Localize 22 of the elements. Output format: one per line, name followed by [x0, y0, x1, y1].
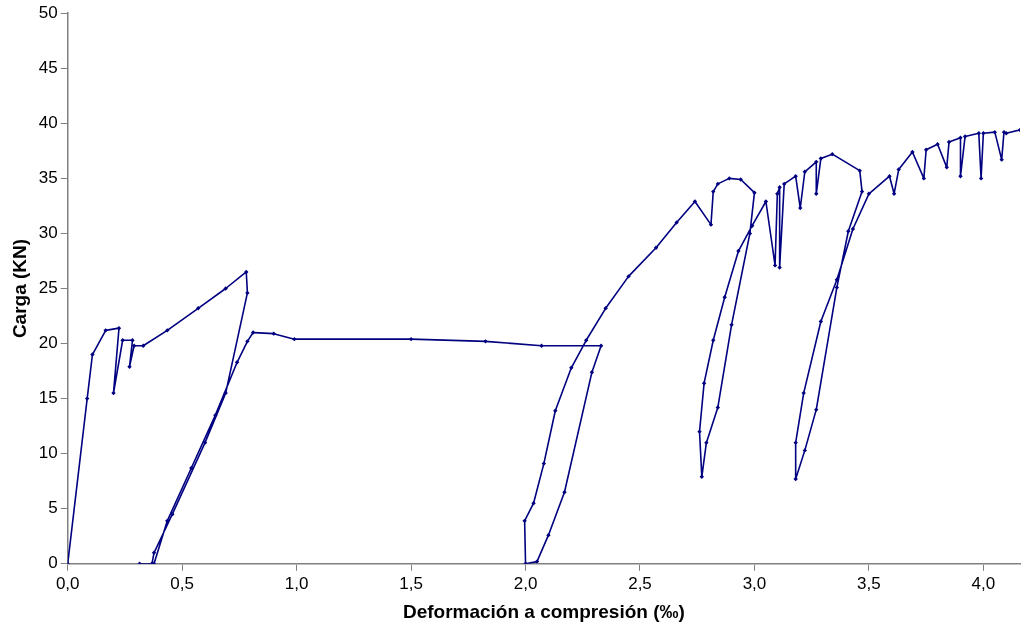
y-tick-label: 15 — [38, 388, 58, 408]
x-tick-label: 3,5 — [857, 573, 881, 593]
y-tick-label: 40 — [38, 113, 58, 133]
y-tick-label: 45 — [38, 57, 58, 77]
y-tick-label: 30 — [38, 223, 58, 243]
y-tick-label: 5 — [48, 498, 58, 518]
x-tick-label: 2,5 — [628, 573, 652, 593]
y-axis-title: Carga (KN) — [8, 238, 30, 339]
x-tick-label: 4,0 — [971, 573, 996, 593]
y-tick-label: 10 — [38, 443, 58, 463]
x-tick-label: 1,5 — [399, 573, 423, 593]
y-tick-label: 20 — [38, 333, 58, 353]
x-tick-label: 0,5 — [170, 573, 194, 593]
y-tick-label: 0 — [48, 553, 58, 573]
y-tick-label: 35 — [38, 168, 58, 188]
x-tick-label: 0,0 — [55, 573, 80, 593]
x-tick-label: 3,0 — [742, 573, 767, 593]
x-tick-label: 1,0 — [284, 573, 309, 593]
x-tick-label: 2,0 — [513, 573, 538, 593]
y-tick-label: 25 — [38, 278, 58, 298]
y-tick-label: 50 — [38, 2, 58, 22]
x-axis-title: Deformación a compresión (‰) — [402, 600, 685, 622]
